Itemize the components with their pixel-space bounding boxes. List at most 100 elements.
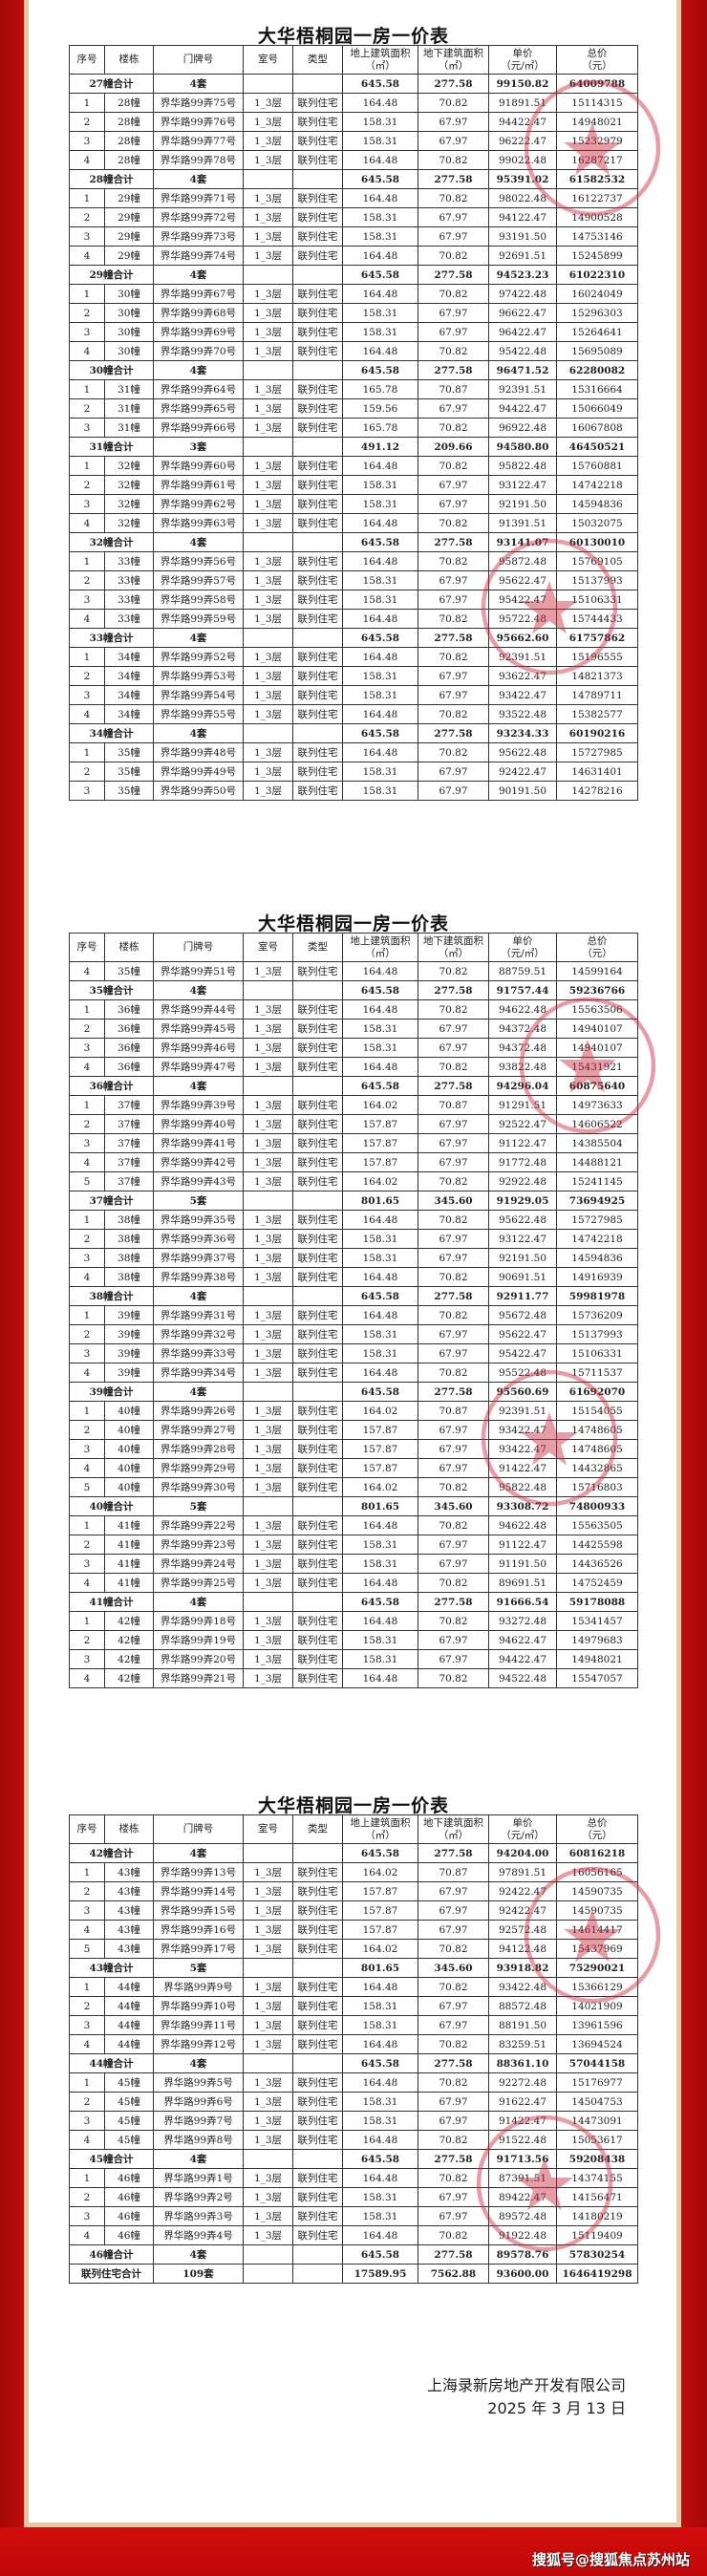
table-cell: 4 — [69, 1573, 105, 1593]
table-cell: 1 — [69, 551, 105, 571]
table-cell: 83259.51 — [488, 2034, 557, 2054]
table-cell: 14973633 — [556, 1095, 638, 1115]
table-cell: 28幢 — [104, 112, 154, 132]
table-cell: 1_3层 — [243, 1095, 293, 1115]
table-cell: 96422.47 — [488, 322, 557, 342]
table-cell: 158.31 — [342, 2015, 418, 2035]
table-row: 4 30幢 界华路99弄70号 1_3层 联列住宅 164.48 70.82 95422.48… — [69, 341, 638, 361]
table-cell: 4 — [69, 1057, 105, 1077]
table-cell: 界华路99弄56号 — [153, 551, 244, 571]
table-cell: 15716803 — [556, 1477, 638, 1497]
table-cell: 联列住宅 — [292, 1267, 343, 1287]
table-cell: 2 — [69, 303, 105, 323]
table-cell: 界华路99弄78号 — [153, 150, 244, 170]
table-cell: 界华路99弄24号 — [153, 1554, 244, 1574]
table-cell: 15727985 — [556, 1210, 638, 1230]
table-cell: 46幢 — [104, 2187, 154, 2207]
table-cell: 联列住宅 — [292, 685, 343, 705]
building-subtotal-row: 44幢合计 4套 645.58 277.58 88361.10 57044158 — [69, 2053, 638, 2073]
table-cell: 158.31 — [342, 322, 418, 342]
subtotal-value: 277.58 — [418, 169, 489, 189]
subtotal-label: 32幢合计 — [69, 532, 154, 552]
table-cell: 2 — [69, 1996, 105, 2016]
table-row: 1 36幢 界华路99弄44号 1_3层 联列住宅 164.48 70.82 94622.48… — [69, 999, 638, 1020]
subtotal-value: 277.58 — [418, 360, 489, 380]
table-cell: 1_3层 — [243, 762, 293, 782]
table-cell: 158.31 — [342, 666, 418, 686]
table-cell: 联列住宅 — [292, 2111, 343, 2131]
table-cell: 界华路99弄51号 — [153, 961, 244, 981]
table-cell: 38幢 — [104, 1210, 154, 1230]
column-header: 地上建筑面积 （㎡） — [342, 45, 418, 75]
table-cell: 164.48 — [342, 999, 418, 1020]
table-cell: 93272.48 — [488, 1611, 557, 1631]
table-cell: 32幢 — [104, 475, 154, 495]
table-cell: 联列住宅 — [292, 742, 343, 762]
table-cell: 43幢 — [104, 1900, 154, 1921]
table-row: 3 32幢 界华路99弄62号 1_3层 联列住宅 158.31 67.97 92191.50… — [69, 494, 638, 514]
table-cell: 界华路99弄34号 — [153, 1363, 244, 1383]
table-cell: 1_3层 — [243, 2130, 293, 2150]
table-cell: 70.82 — [418, 513, 489, 533]
table-cell: 70.82 — [418, 150, 489, 170]
table-row: 3 28幢 界华路99弄77号 1_3层 联列住宅 158.31 67.97 96222.47… — [69, 131, 638, 151]
table-cell: 164.48 — [342, 341, 418, 361]
subtotal-label: 45幢合计 — [69, 2149, 154, 2169]
table-cell: 164.48 — [342, 2034, 418, 2054]
table-cell: 界华路99弄42号 — [153, 1152, 244, 1172]
table-row: 3 45幢 界华路99弄7号 1_3层 联列住宅 158.31 67.97 91422.47 1… — [69, 2111, 638, 2131]
table-cell: 92422.47 — [488, 1881, 557, 1901]
empty-cell — [243, 723, 293, 743]
table-cell: 1_3层 — [243, 1420, 293, 1440]
table-cell: 15760881 — [556, 456, 638, 476]
subtotal-value: 61582532 — [556, 169, 638, 189]
column-header: 地上建筑面积 （㎡） — [342, 1814, 418, 1844]
table-cell: 88759.51 — [488, 961, 557, 981]
table-cell: 4 — [69, 2225, 105, 2245]
table-cell: 91422.47 — [488, 1458, 557, 1478]
table-cell: 联列住宅 — [292, 1881, 343, 1901]
table-cell: 15727985 — [556, 742, 638, 762]
table-cell: 33幢 — [104, 570, 154, 590]
table-cell: 14742218 — [556, 475, 638, 495]
table-cell: 界华路99弄60号 — [153, 456, 244, 476]
empty-cell — [243, 1958, 293, 1978]
column-header: 室号 — [243, 1814, 293, 1844]
table-cell: 界华路99弄69号 — [153, 322, 244, 342]
table-cell: 70.82 — [418, 647, 489, 667]
column-header: 单价 （元/㎡） — [488, 1814, 557, 1844]
table-cell: 联列住宅 — [292, 1862, 343, 1882]
table-cell: 1_3层 — [243, 1458, 293, 1478]
table-row: 4 41幢 界华路99弄25号 1_3层 联列住宅 164.48 70.82 89691.51… — [69, 1573, 638, 1593]
bottom-red-band — [0, 2527, 707, 2576]
table-cell: 158.31 — [342, 131, 418, 151]
subtotal-value: 277.58 — [418, 1382, 489, 1402]
table-cell: 14504753 — [556, 2092, 638, 2112]
table-row: 1 32幢 界华路99弄60号 1_3层 联列住宅 164.48 70.82 95822.48… — [69, 456, 638, 476]
table-cell: 联列住宅 — [292, 1248, 343, 1268]
table-cell: 92691.51 — [488, 246, 557, 266]
table-cell: 界华路99弄63号 — [153, 513, 244, 533]
table-cell: 界华路99弄8号 — [153, 2130, 244, 2150]
table-row: 3 44幢 界华路99弄11号 1_3层 联列住宅 158.31 67.97 88191.50… — [69, 2015, 638, 2035]
table-cell: 3 — [69, 1439, 105, 1459]
table-cell: 164.48 — [342, 1305, 418, 1325]
table-cell: 14432865 — [556, 1458, 638, 1478]
table-cell: 15437969 — [556, 1939, 638, 1959]
table-cell: 95872.48 — [488, 551, 557, 571]
subtotal-value: 645.58 — [342, 723, 418, 743]
table-cell: 1_3层 — [243, 590, 293, 610]
table-cell: 45幢 — [104, 2092, 154, 2112]
table-cell: 界华路99弄71号 — [153, 188, 244, 208]
table-cell: 界华路99弄50号 — [153, 781, 244, 801]
subtotal-label: 40幢合计 — [69, 1496, 154, 1516]
table-cell: 联列住宅 — [292, 418, 343, 438]
table-cell: 14753146 — [556, 226, 638, 247]
subtotal-value: 91929.05 — [488, 1191, 557, 1211]
table-cell: 67.97 — [418, 1152, 489, 1172]
table-row: 2 41幢 界华路99弄23号 1_3层 联列住宅 158.31 67.97 91122.47… — [69, 1535, 638, 1555]
table-cell: 3 — [69, 590, 105, 610]
table-cell: 3 — [69, 494, 105, 514]
table-cell: 联列住宅 — [292, 1171, 343, 1191]
table-cell: 3 — [69, 226, 105, 247]
